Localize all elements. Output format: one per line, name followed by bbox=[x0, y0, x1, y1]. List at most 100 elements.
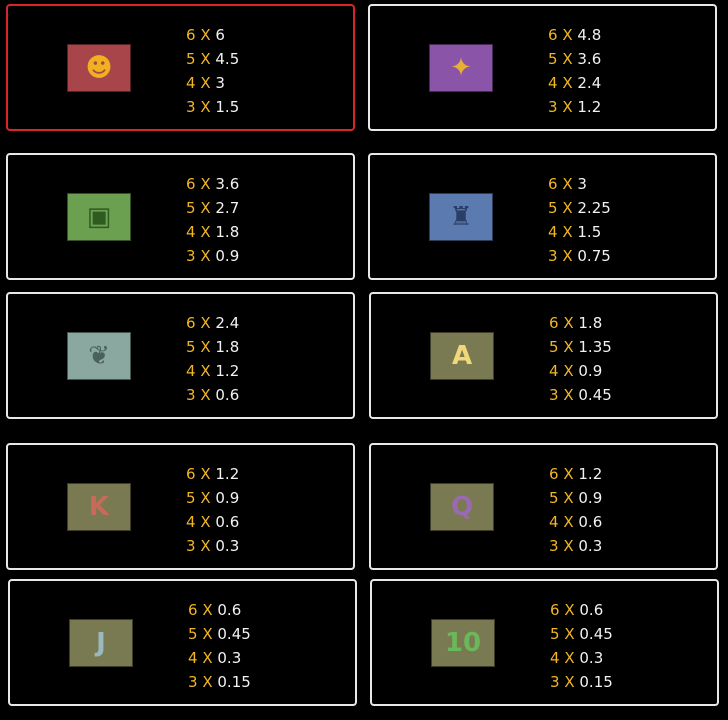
payout-value: 0.45 bbox=[217, 625, 251, 643]
payout-value: 0.3 bbox=[217, 649, 242, 667]
symbol-card[interactable]: ▣ 6 X 3.6 5 X 2.7 4 X 1.8 3 X 0.9 bbox=[6, 153, 355, 280]
match-count: 6 bbox=[186, 26, 196, 44]
multiply-sign: X bbox=[200, 98, 211, 116]
payout-row: 5 X 0.45 bbox=[550, 622, 613, 646]
multiply-sign: X bbox=[563, 338, 574, 356]
payout-row: 3 X 0.45 bbox=[549, 383, 612, 407]
payout-value: 0.75 bbox=[577, 247, 611, 265]
payout-row: 3 X 0.75 bbox=[548, 244, 611, 268]
payout-value: 4.5 bbox=[215, 50, 240, 68]
multiply-sign: X bbox=[200, 199, 211, 217]
purple-bird-icon: ✦ bbox=[429, 44, 493, 92]
payout-value: 0.45 bbox=[578, 386, 612, 404]
payout-row: 4 X 1.2 bbox=[186, 359, 239, 383]
letter-j-icon: J bbox=[69, 619, 133, 667]
payout-row: 6 X 1.8 bbox=[549, 311, 612, 335]
multiply-sign: X bbox=[562, 247, 573, 265]
symbol-card[interactable]: ❦ 6 X 2.4 5 X 1.8 4 X 1.2 3 X 0.6 bbox=[6, 292, 355, 419]
letter-q-icon: Q bbox=[430, 483, 494, 531]
multiply-sign: X bbox=[200, 338, 211, 356]
payout-row: 3 X 0.3 bbox=[549, 534, 602, 558]
payout-row: 6 X 2.4 bbox=[186, 311, 239, 335]
payout-value: 1.2 bbox=[578, 465, 603, 483]
payout-list: 6 X 0.6 5 X 0.45 4 X 0.3 3 X 0.15 bbox=[188, 598, 251, 694]
match-count: 3 bbox=[186, 386, 196, 404]
multiply-sign: X bbox=[202, 625, 213, 643]
payout-list: 6 X 0.6 5 X 0.45 4 X 0.3 3 X 0.15 bbox=[550, 598, 613, 694]
payout-value: 0.3 bbox=[579, 649, 604, 667]
multiply-sign: X bbox=[562, 175, 573, 193]
match-count: 5 bbox=[548, 50, 558, 68]
match-count: 5 bbox=[550, 625, 560, 643]
payout-row: 6 X 1.2 bbox=[186, 462, 239, 486]
payout-value: 0.9 bbox=[215, 247, 240, 265]
blue-idol-icon: ♜ bbox=[429, 193, 493, 241]
payout-value: 1.8 bbox=[215, 223, 240, 241]
match-count: 4 bbox=[186, 223, 196, 241]
payout-row: 3 X 0.6 bbox=[186, 383, 239, 407]
payout-list: 6 X 3.6 5 X 2.7 4 X 1.8 3 X 0.9 bbox=[186, 172, 239, 268]
multiply-sign: X bbox=[563, 362, 574, 380]
symbol-card[interactable]: 10 6 X 0.6 5 X 0.45 4 X 0.3 3 X 0.15 bbox=[370, 579, 719, 706]
multiply-sign: X bbox=[564, 649, 575, 667]
multiply-sign: X bbox=[200, 26, 211, 44]
payout-row: 5 X 0.45 bbox=[188, 622, 251, 646]
payout-row: 4 X 2.4 bbox=[548, 71, 601, 95]
match-count: 5 bbox=[188, 625, 198, 643]
payout-row: 5 X 2.25 bbox=[548, 196, 611, 220]
payout-row: 6 X 4.8 bbox=[548, 23, 601, 47]
number-10-icon: 10 bbox=[431, 619, 495, 667]
payout-row: 5 X 3.6 bbox=[548, 47, 601, 71]
multiply-sign: X bbox=[562, 199, 573, 217]
payout-value: 0.6 bbox=[215, 513, 240, 531]
multiply-sign: X bbox=[200, 537, 211, 555]
match-count: 3 bbox=[186, 98, 196, 116]
multiply-sign: X bbox=[564, 673, 575, 691]
payout-row: 6 X 1.2 bbox=[549, 462, 602, 486]
match-count: 4 bbox=[186, 362, 196, 380]
payout-value: 3.6 bbox=[577, 50, 602, 68]
multiply-sign: X bbox=[200, 465, 211, 483]
payout-list: 6 X 1.2 5 X 0.9 4 X 0.6 3 X 0.3 bbox=[549, 462, 602, 558]
payout-value: 0.15 bbox=[579, 673, 613, 691]
multiply-sign: X bbox=[564, 625, 575, 643]
match-count: 6 bbox=[186, 175, 196, 193]
match-count: 4 bbox=[549, 513, 559, 531]
payout-value: 0.6 bbox=[579, 601, 604, 619]
match-count: 4 bbox=[548, 223, 558, 241]
payout-value: 1.35 bbox=[578, 338, 612, 356]
payout-value: 3 bbox=[215, 74, 225, 92]
payout-value: 1.2 bbox=[577, 98, 602, 116]
payout-value: 0.9 bbox=[578, 362, 603, 380]
multiply-sign: X bbox=[563, 537, 574, 555]
match-count: 3 bbox=[549, 386, 559, 404]
match-count: 6 bbox=[186, 314, 196, 332]
payout-value: 0.9 bbox=[215, 489, 240, 507]
multiply-sign: X bbox=[563, 386, 574, 404]
payout-list: 6 X 4.8 5 X 3.6 4 X 2.4 3 X 1.2 bbox=[548, 23, 601, 119]
payout-value: 1.5 bbox=[215, 98, 240, 116]
match-count: 6 bbox=[549, 465, 559, 483]
payout-row: 6 X 0.6 bbox=[550, 598, 613, 622]
match-count: 5 bbox=[548, 199, 558, 217]
payout-row: 4 X 0.6 bbox=[186, 510, 239, 534]
payout-row: 4 X 0.3 bbox=[550, 646, 613, 670]
match-count: 5 bbox=[186, 489, 196, 507]
payout-row: 6 X 0.6 bbox=[188, 598, 251, 622]
payout-row: 6 X 6 bbox=[186, 23, 239, 47]
symbol-card[interactable]: ✦ 6 X 4.8 5 X 3.6 4 X 2.4 3 X 1.2 bbox=[368, 4, 717, 131]
match-count: 3 bbox=[548, 247, 558, 265]
payout-value: 4.8 bbox=[577, 26, 602, 44]
payout-row: 3 X 0.9 bbox=[186, 244, 239, 268]
multiply-sign: X bbox=[200, 175, 211, 193]
payout-value: 0.45 bbox=[579, 625, 613, 643]
payout-value: 1.8 bbox=[215, 338, 240, 356]
